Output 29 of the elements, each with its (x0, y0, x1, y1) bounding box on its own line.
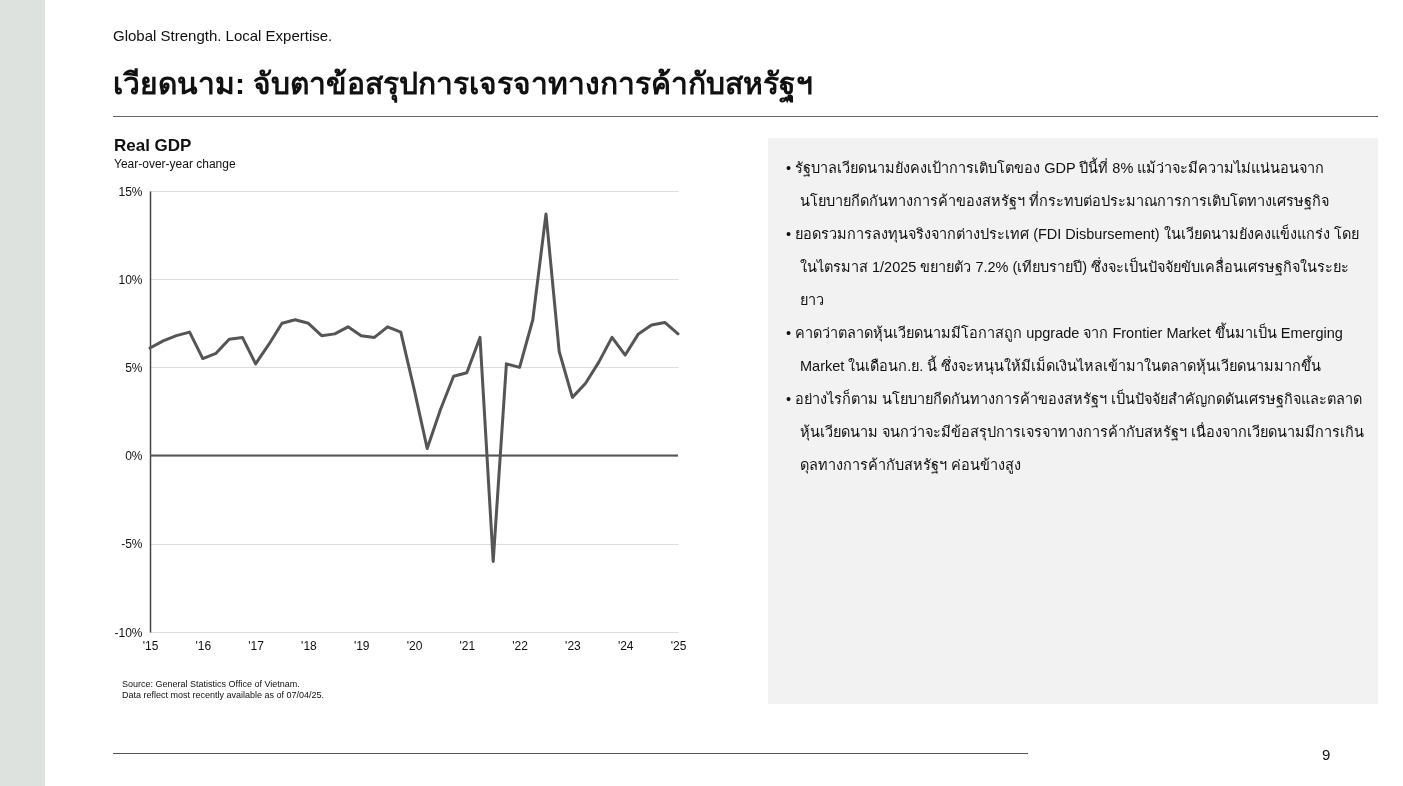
source-note: Source: General Statistics Office of Vietnam. (122, 679, 301, 690)
x-tick-label: '21 (459, 638, 476, 653)
text: Global Strength. Local Expertise. (113, 27, 333, 44)
x-tick-label: '24 (617, 638, 634, 653)
x-tick-label: '15 (142, 638, 159, 653)
y-tick-label: -10% (114, 625, 143, 640)
chart-subtitle: Year-over-year change (113, 157, 236, 171)
x-tick-label: '19 (353, 638, 370, 653)
x-tick-label: '17 (248, 638, 265, 653)
text: • ยอดรวมการลงทุนจริงจากต่างประเทศ (FDI Disbursement) ในเวียดนามยังคงแข็งแกร่ง โดยในไตรมาส 1/2025 ขยายตัว 7.2% (เทียบรายปี) ซึ่งจะเป็นปัจจัยขับเคลื่อนเศรษฐกิจในระยะยาว (786, 223, 1360, 310)
chart-title: Real GDP (113, 136, 192, 155)
text: • อย่างไรก็ตาม นโยบายกีดกันทางการค้าของสหรัฐฯ เป็นปัจจัยสำคัญกดดันเศรษฐกิจและตลาดหุ้นเวียดนาม จนกว่าจะมีข้อสรุปการเจรจาทางการค้ากับสหรัฐฯ เนื่องจากเวียดนามมีการเกินดุลทางการค้ากับสหรัฐฯ ค่อนข้างสูง (786, 388, 1366, 476)
x-tick-label: '18 (301, 638, 318, 653)
y-tick-label: 15% (118, 184, 143, 199)
y-tick-label: 5% (125, 360, 143, 375)
line-series (148, 212, 680, 563)
x-tick-label: '23 (565, 638, 582, 653)
x-tick-label: '20 (406, 638, 423, 653)
text: Data reflect most recently available as of 07/04/25. (122, 690, 325, 701)
text: 9 (1322, 746, 1331, 763)
x-tick-label: '25 (670, 638, 687, 653)
y-tick-label: -5% (121, 537, 143, 552)
y-tick-label: 10% (118, 272, 143, 287)
text: • รัฐบาลเวียดนามยังคงเป้าการเติบโตของ GDP ปีนี้ที่ 8% แม้ว่าจะมีความไม่แน่นอนจากนโยบายกีดกันทางการค้าของสหรัฐฯ ที่กระทบต่อประมาณการการเติบโตทางเศรษฐกิจ (786, 156, 1331, 212)
text: เวียดนาม: จับตาข้อสรุปการเจรจาทางการค้ากับสหรัฐฯ (113, 66, 814, 105)
x-tick-label: '22 (512, 638, 529, 653)
x-tick-label: '16 (195, 638, 212, 653)
y-tick-label: 0% (125, 449, 143, 464)
text: • คาดว่าตลาดหุ้นเวียดนามมีโอกาสถูก upgrade จาก Frontier Market ขึ้นมาเป็น Emerging Market ในเดือนก.ย. นี้ ซึ่งจะหนุนให้มีเม็ดเงินไหลเข้ามาในตลาดหุ้นเวียดนามมากขึ้น (786, 321, 1344, 377)
